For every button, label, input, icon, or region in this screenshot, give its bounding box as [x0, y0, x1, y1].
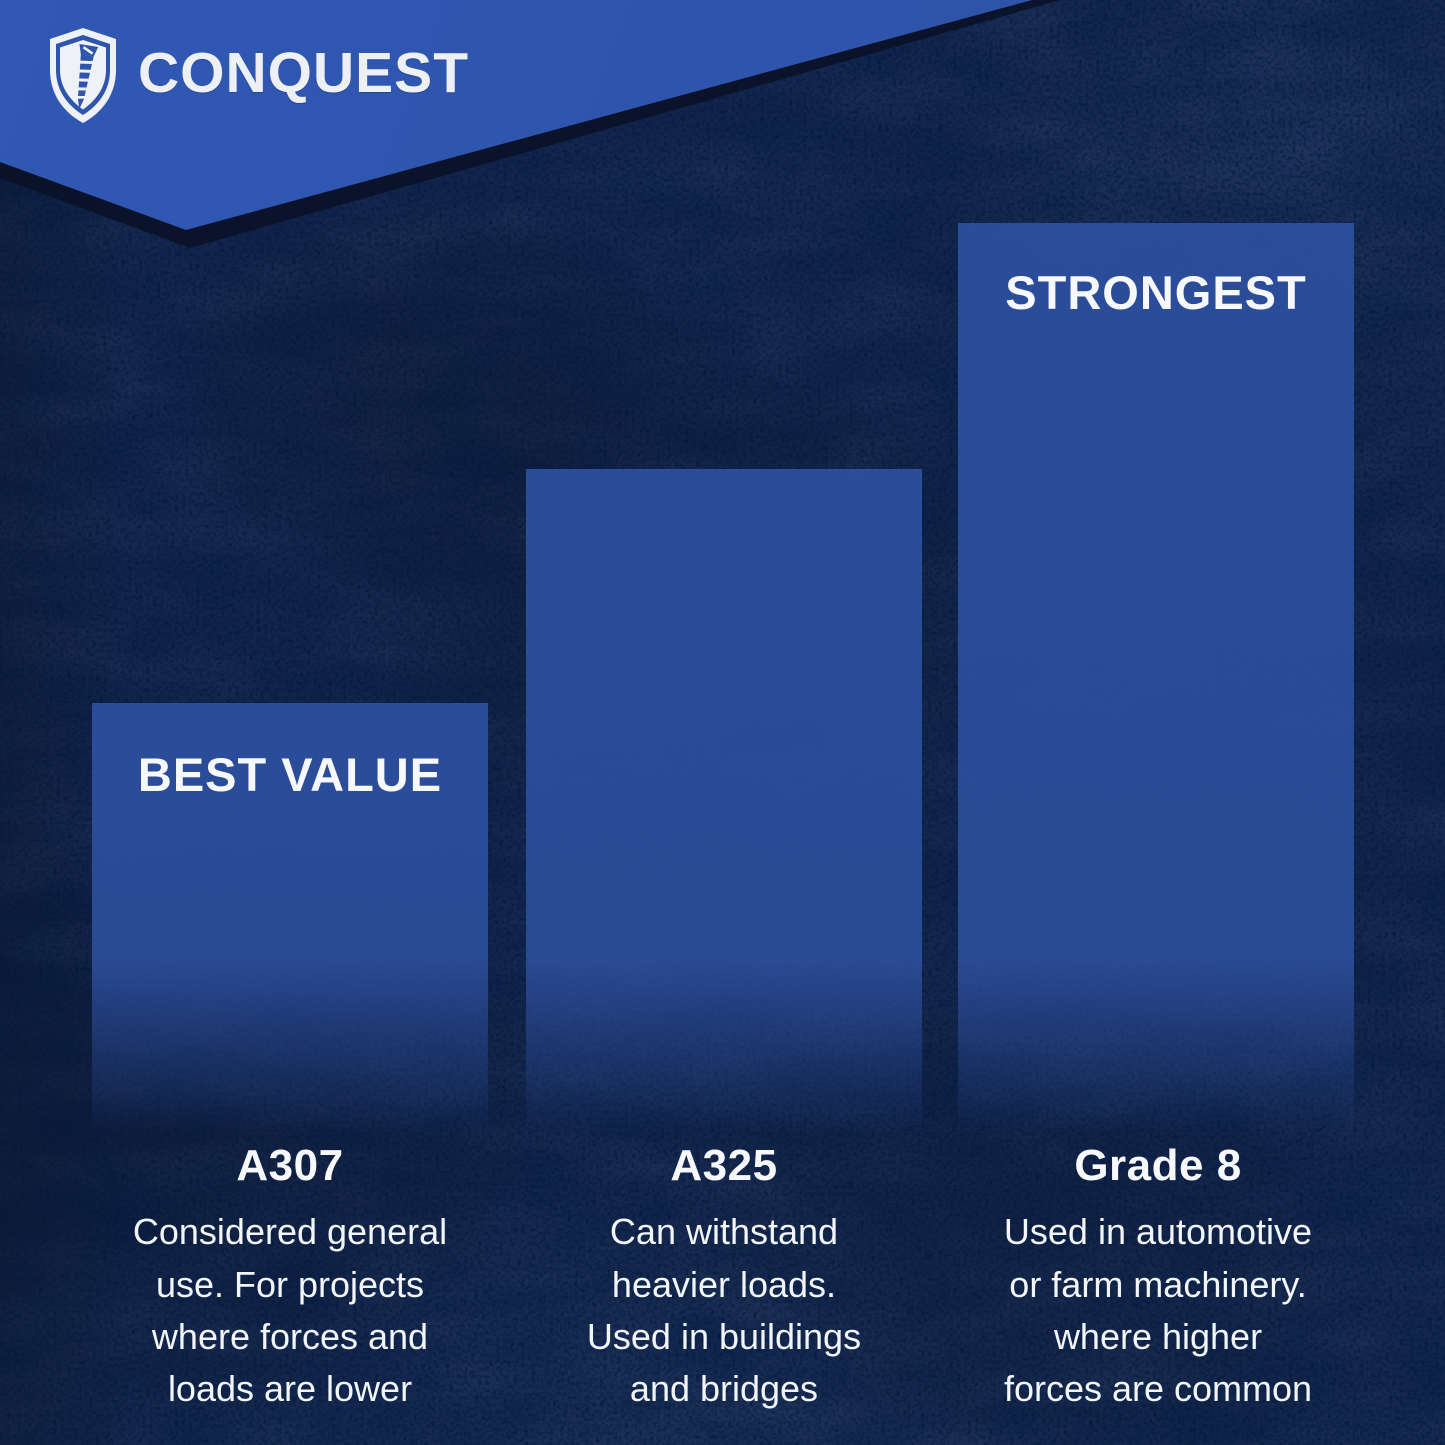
description-line: Used in automotive: [1003, 1211, 1313, 1253]
column-a307-title: A307: [236, 1141, 344, 1190]
column-grade8-info: Grade 8 Used in automotive or farm machi…: [938, 1141, 1378, 1415]
description-line: forces are common: [1003, 1367, 1313, 1409]
column-grade8-title: Grade 8: [1074, 1141, 1242, 1190]
column-a325-info: A325 Can withstand heavier loads. Used i…: [504, 1141, 944, 1415]
description-line: where forces and: [151, 1315, 429, 1357]
shield-screw-icon: [50, 28, 116, 123]
column-grade8-description: Used in automotive or farm machinery. wh…: [938, 1206, 1378, 1415]
column-a325-title: A325: [670, 1141, 778, 1190]
description-line: use. For projects: [155, 1263, 425, 1305]
description-line: Used in buildings: [586, 1315, 862, 1357]
description-line: Considered general: [132, 1211, 448, 1253]
description-line: where higher: [1053, 1315, 1263, 1357]
brand-name: CONQUEST: [138, 40, 470, 105]
column-a307-info: A307 Considered general use. For project…: [70, 1141, 510, 1415]
description-line: Can withstand: [609, 1211, 839, 1253]
bar-grade8: STRONGEST: [958, 223, 1354, 1135]
description-line: and bridges: [629, 1367, 819, 1409]
description-line: loads are lower: [167, 1367, 413, 1409]
best-value-badge: BEST VALUE: [137, 748, 443, 801]
bar-a325: [526, 469, 922, 1135]
brand-logo: CONQUEST: [44, 26, 469, 126]
column-a325-description: Can withstand heavier loads. Used in bui…: [504, 1206, 944, 1415]
description-line: or farm machinery.: [1009, 1263, 1307, 1305]
strongest-badge: STRONGEST: [1005, 266, 1307, 319]
column-a307-description: Considered general use. For projects whe…: [70, 1206, 510, 1415]
bar-a307: BEST VALUE: [92, 703, 488, 1135]
description-line: heavier loads.: [611, 1263, 837, 1305]
